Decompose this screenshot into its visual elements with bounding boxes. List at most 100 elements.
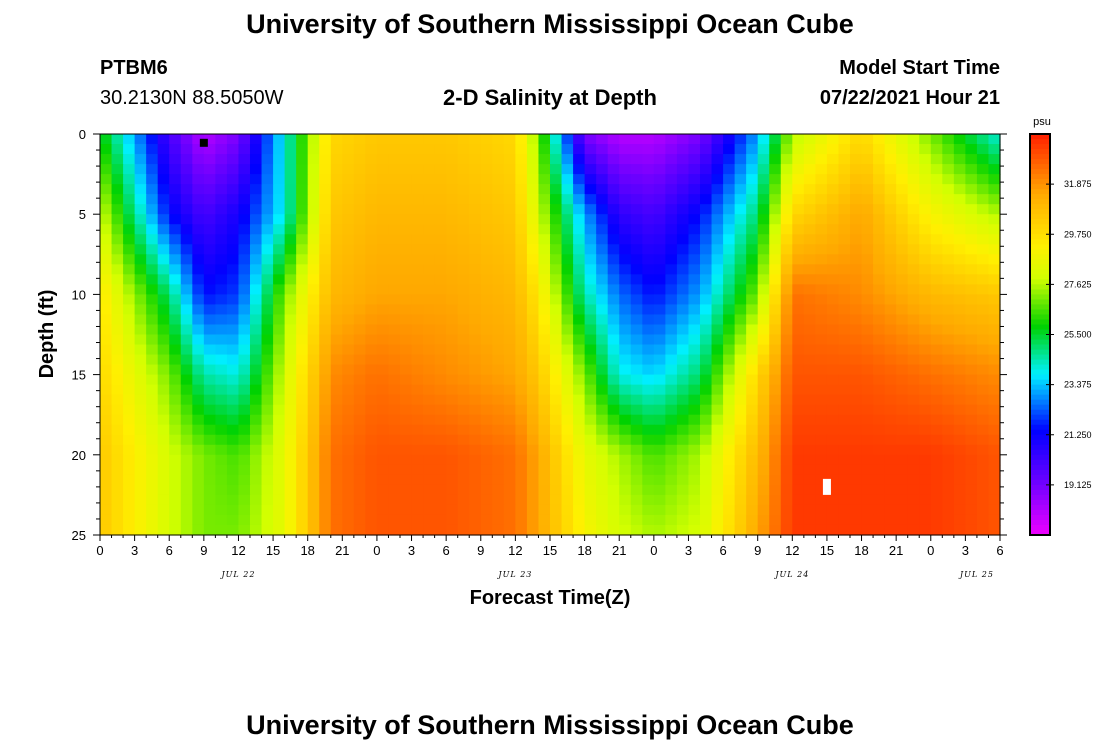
heatmap-cell (353, 504, 366, 516)
heatmap-cell (123, 374, 136, 386)
heatmap-cell (261, 344, 274, 356)
heatmap-cell (688, 354, 701, 366)
heatmap-cell (319, 324, 332, 336)
heatmap-cell (342, 394, 355, 406)
heatmap-cell (100, 234, 113, 245)
heatmap-cell (180, 404, 193, 416)
heatmap-cell (342, 434, 355, 446)
heatmap-cell (826, 204, 840, 215)
heatmap-cell (469, 374, 482, 386)
heatmap-cell (123, 384, 136, 396)
heatmap-cell (353, 344, 366, 356)
heatmap-cell (700, 144, 713, 155)
heatmap-cell (134, 164, 147, 175)
heatmap-cell (561, 524, 574, 536)
heatmap-cell (157, 344, 170, 356)
heatmap-cell (515, 474, 528, 486)
heatmap-cell (734, 284, 747, 295)
heatmap-cell (423, 154, 436, 165)
heatmap-cell (550, 304, 563, 316)
heatmap-cell (619, 204, 632, 215)
heatmap-cell (411, 454, 424, 466)
heatmap-cell (169, 144, 182, 155)
colorbar-segment (1030, 509, 1050, 516)
heatmap-cell (757, 234, 770, 245)
heatmap-cell (873, 494, 886, 506)
station-coords: 30.2130N 88.5050W (100, 87, 284, 109)
heatmap-cell (619, 514, 632, 526)
heatmap-cell (261, 394, 274, 406)
heatmap-cell (815, 354, 828, 366)
heatmap-cell (273, 314, 286, 326)
heatmap-cell (446, 244, 459, 255)
heatmap-cell (492, 514, 505, 526)
heatmap-cell (342, 414, 355, 426)
heatmap-cell (469, 434, 482, 446)
heatmap-cell (584, 314, 597, 326)
heatmap-cell (111, 424, 124, 436)
heatmap-cell (988, 464, 1001, 476)
heatmap-cell (457, 484, 470, 496)
heatmap-cell (538, 184, 551, 195)
heatmap-cell (411, 284, 424, 295)
heatmap-cell (226, 454, 240, 466)
heatmap-cell (157, 174, 170, 185)
heatmap-cell (250, 244, 263, 255)
heatmap-cell (469, 214, 482, 225)
heatmap-cell (988, 394, 1001, 406)
heatmap-cell (861, 234, 874, 245)
heatmap-cell (642, 384, 655, 396)
heatmap-cell (353, 144, 366, 155)
heatmap-cell (250, 424, 263, 436)
heatmap-cell (215, 304, 228, 316)
heatmap-cell (434, 354, 447, 366)
heatmap-cell (123, 364, 136, 376)
heatmap-cell (492, 434, 505, 446)
heatmap-cell (169, 454, 182, 466)
heatmap-cell (365, 444, 378, 456)
heatmap-cell (873, 424, 886, 436)
heatmap-cell (584, 164, 597, 175)
heatmap-cell (769, 434, 782, 446)
heatmap-cell (100, 334, 113, 346)
heatmap-cell (538, 434, 551, 446)
heatmap-cell (896, 474, 909, 486)
heatmap-cell (976, 274, 990, 285)
heatmap-cell (226, 154, 240, 165)
heatmap-cell (284, 474, 297, 486)
heatmap-cell (365, 424, 378, 436)
heatmap-cell (907, 494, 920, 506)
heatmap-cell (757, 314, 770, 326)
heatmap-cell (273, 174, 286, 185)
heatmap-cell (226, 224, 240, 235)
heatmap-cell (734, 254, 747, 265)
heatmap-cell (780, 144, 793, 155)
heatmap-cell (123, 254, 136, 265)
heatmap-cell (157, 484, 170, 496)
heatmap-cell (215, 264, 228, 275)
heatmap-cell (561, 344, 574, 356)
heatmap-cell (446, 504, 459, 516)
heatmap-cell (988, 404, 1001, 416)
heatmap-cell (423, 294, 436, 306)
heatmap-cell (446, 304, 459, 316)
heatmap-cell (480, 444, 493, 456)
heatmap-cell (365, 484, 378, 496)
heatmap-cell (919, 514, 932, 526)
heatmap-cell (953, 274, 966, 285)
heatmap-cell (873, 204, 886, 215)
heatmap-cell (965, 444, 978, 456)
heatmap-cell (480, 204, 493, 215)
heatmap-cell (573, 244, 586, 255)
heatmap-cell (296, 434, 309, 446)
heatmap-cell (607, 344, 620, 356)
heatmap-cell (573, 464, 586, 476)
heatmap-cell (919, 284, 932, 295)
heatmap-cell (757, 484, 770, 496)
heatmap-cell (515, 334, 528, 346)
heatmap-cell (803, 234, 816, 245)
heatmap-cell (550, 474, 563, 486)
plot-title: 2-D Salinity at Depth (443, 85, 657, 110)
heatmap-cell (526, 474, 540, 486)
heatmap-cell (953, 464, 966, 476)
